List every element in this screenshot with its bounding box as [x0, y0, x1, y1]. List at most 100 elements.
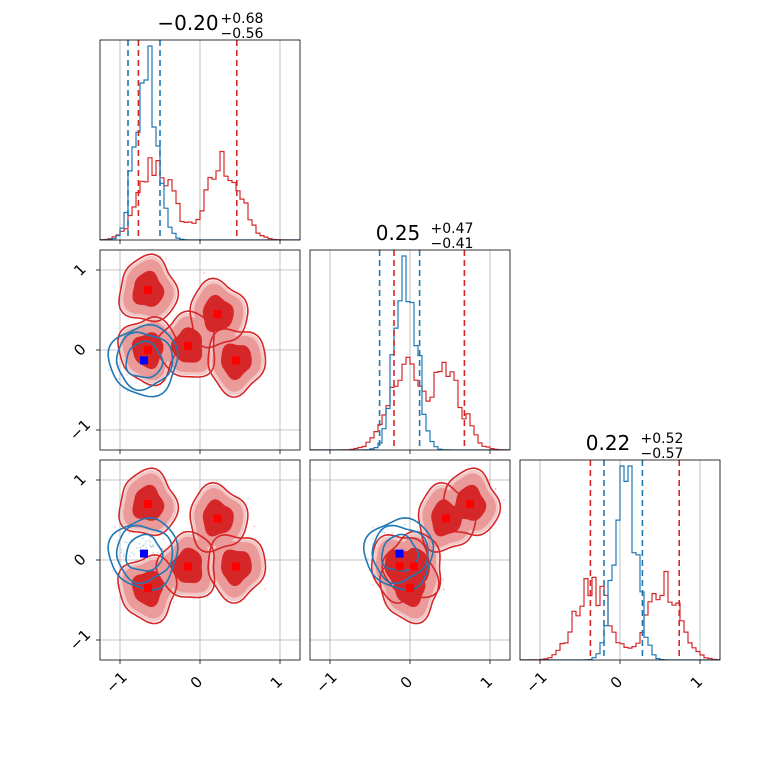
red-contour — [379, 554, 440, 625]
sample-point — [122, 555, 125, 558]
y-tick-label: 1 — [70, 470, 89, 489]
y-tick-label: 1 — [70, 260, 89, 279]
red-contour — [207, 327, 267, 398]
red-contour — [381, 530, 442, 599]
red-mode-marker — [144, 346, 152, 354]
red-histogram — [100, 150, 300, 240]
panel-content — [310, 250, 510, 450]
blue-mode-marker — [395, 549, 404, 558]
x-tick-label: −1 — [312, 668, 340, 696]
red-mode-marker — [232, 356, 240, 365]
title-upper-error: +0.47 — [431, 221, 474, 237]
sample-point — [442, 578, 445, 581]
red-mode-marker — [144, 500, 152, 508]
red-contour — [370, 533, 430, 604]
sample-point — [502, 499, 505, 502]
sample-point — [404, 523, 407, 525]
red-mode-marker — [144, 584, 152, 592]
sample-point — [152, 552, 155, 554]
panel-0-0: −0.20 +0.68−0.56 — [99, 11, 301, 244]
panel-content — [520, 460, 720, 660]
panel-title: 0.22 — [586, 431, 631, 455]
x-tick-label: 1 — [687, 673, 706, 692]
blue-contour — [362, 517, 435, 591]
sample-point — [123, 552, 126, 555]
sample-point — [139, 546, 142, 549]
blue-contour — [371, 524, 429, 585]
sample-point — [371, 526, 374, 529]
sample-point — [144, 540, 147, 543]
sample-point — [264, 587, 266, 590]
red-contour — [207, 533, 267, 604]
sample-point — [141, 537, 144, 540]
blue-histogram — [100, 45, 300, 240]
sample-point — [152, 544, 155, 547]
red-mode-marker — [184, 342, 192, 350]
blue-contour — [125, 533, 164, 572]
x-tick-label: −1 — [102, 668, 130, 696]
sample-point — [253, 525, 256, 528]
sample-point — [138, 542, 141, 545]
red-histogram — [520, 570, 720, 660]
sample-point — [157, 551, 160, 554]
title-upper-error: +0.68 — [221, 11, 264, 27]
red-mode-marker — [410, 562, 418, 571]
panel-1-1: 0.25 +0.47−0.41 — [309, 221, 511, 454]
sample-point — [371, 537, 374, 540]
sample-point — [148, 539, 150, 542]
red-mode-marker — [442, 514, 450, 523]
blue-contour — [107, 323, 179, 398]
title-lower-error: −0.41 — [431, 236, 474, 252]
title-upper-error: +0.52 — [641, 431, 684, 447]
sample-point — [247, 497, 249, 500]
blue-contour — [107, 517, 179, 591]
sample-point — [150, 545, 153, 548]
sample-point — [172, 601, 175, 604]
blue-contour — [115, 524, 174, 585]
sample-point — [114, 526, 117, 529]
sample-point — [459, 547, 462, 550]
panel-2-0: −1 0 1 −1 0 1 — [66, 459, 301, 697]
panel-title: 0.25 — [376, 221, 421, 245]
blue-contour — [125, 340, 164, 379]
x-tick-label: 1 — [267, 673, 286, 692]
blue-contour — [380, 533, 420, 572]
blue-histogram — [310, 255, 510, 450]
sample-point — [125, 541, 128, 544]
sample-point — [125, 373, 128, 376]
red-mode-marker — [213, 310, 222, 318]
sample-point — [128, 532, 131, 535]
title-lower-error: −0.56 — [221, 26, 264, 42]
panel-content — [100, 250, 300, 450]
x-tick-label: −1 — [522, 668, 550, 696]
panel-content — [100, 40, 300, 240]
red-mode-marker — [466, 500, 474, 508]
sample-point — [130, 552, 133, 554]
sample-point — [164, 257, 167, 260]
panel-2-1: −1 0 1 — [309, 459, 511, 697]
sample-point — [118, 378, 121, 380]
red-contour — [440, 467, 502, 537]
sample-point — [494, 488, 497, 490]
red-mode-marker — [232, 562, 240, 571]
sample-point — [126, 390, 129, 393]
red-mode-marker — [184, 562, 192, 571]
panel-content — [310, 460, 510, 660]
sample-point — [162, 538, 165, 540]
sample-point — [123, 540, 126, 543]
red-contour — [417, 481, 478, 553]
red-histogram — [310, 356, 510, 450]
title-lower-error: −0.57 — [641, 446, 684, 462]
sample-point — [129, 555, 132, 558]
panel-2-2: −1 0 1 0.22 +0.52−0.57 — [519, 431, 721, 697]
blue-histogram — [520, 465, 720, 660]
sample-point — [132, 540, 135, 543]
sample-point — [391, 531, 394, 534]
red-mode-marker — [395, 562, 404, 571]
y-tick-label: 0 — [70, 550, 89, 569]
sample-point — [133, 553, 136, 556]
sample-point — [397, 618, 399, 621]
sample-point — [135, 547, 138, 549]
sample-point — [203, 271, 205, 274]
